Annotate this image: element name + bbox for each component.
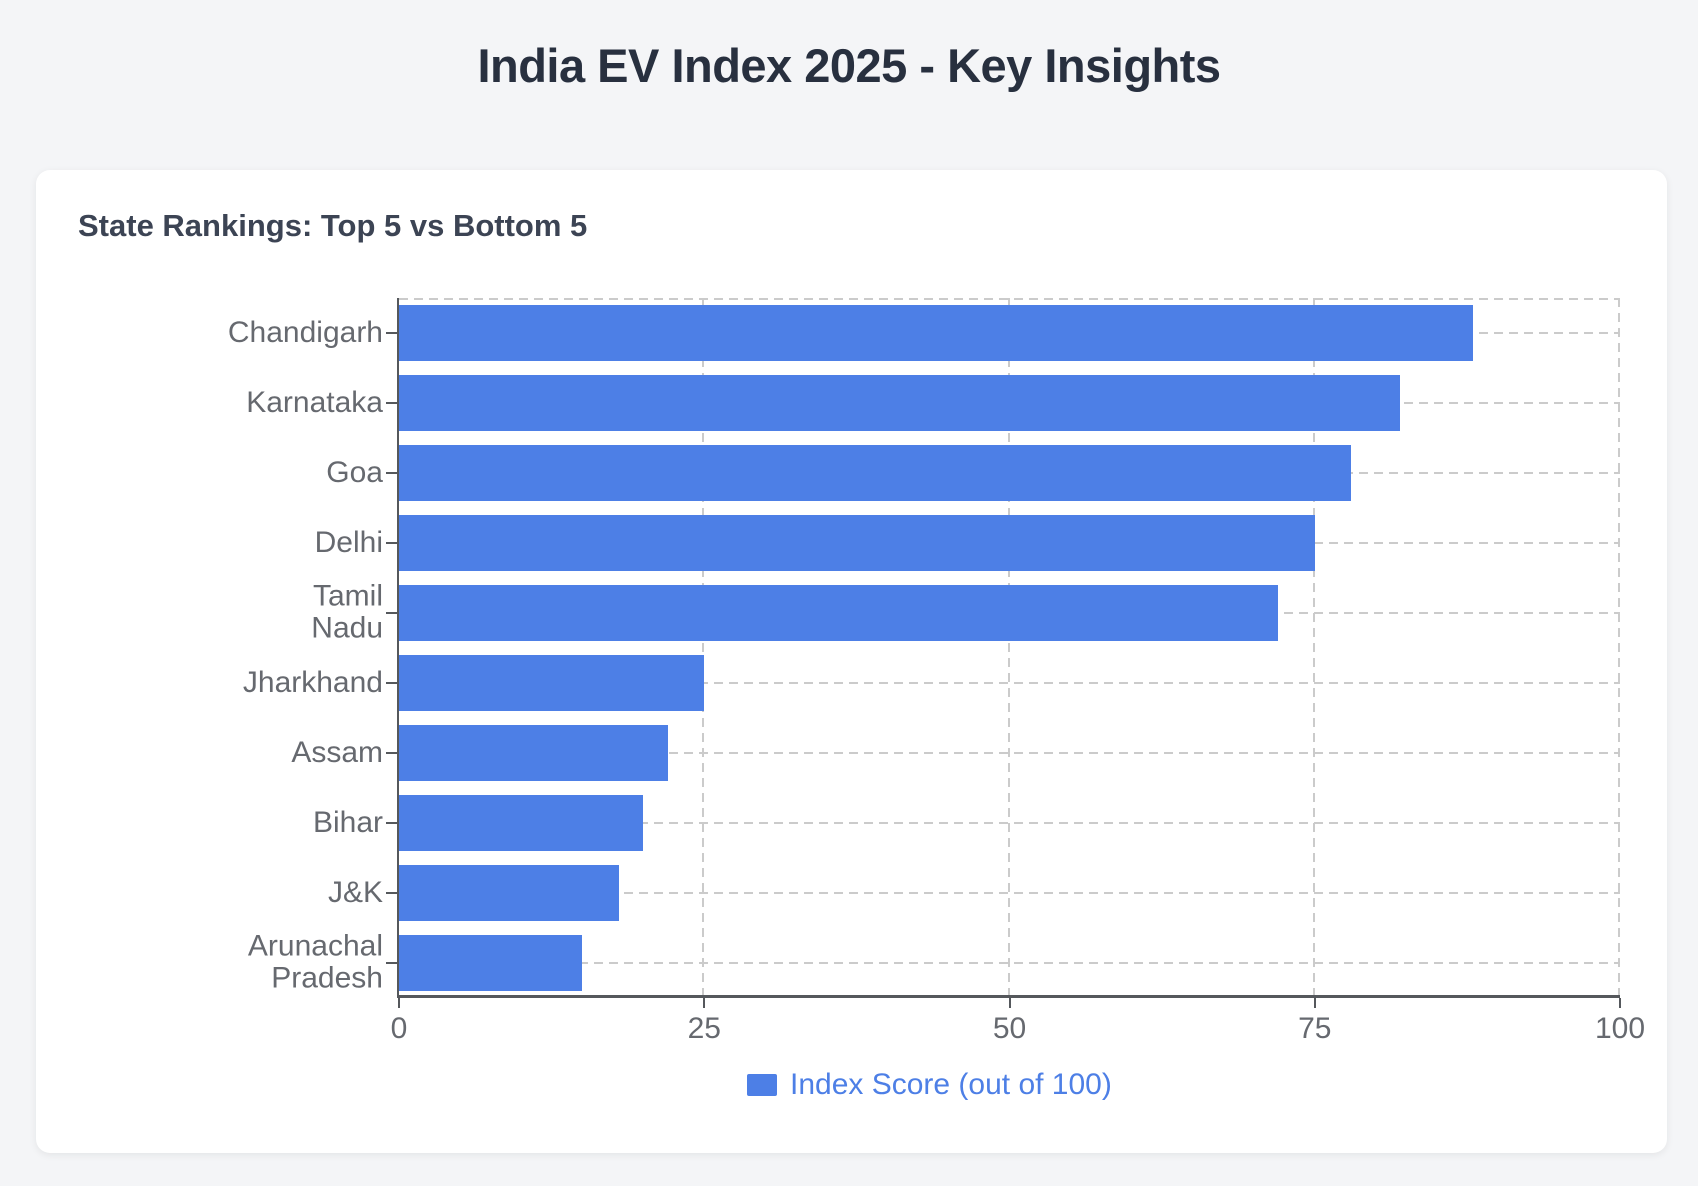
gridline-row bbox=[399, 892, 1620, 894]
bar-chandigarh[interactable] bbox=[399, 305, 1474, 361]
x-tick-50 bbox=[1008, 998, 1011, 1008]
gridline-row bbox=[399, 962, 1620, 964]
x-axis-label: 75 bbox=[1298, 1012, 1332, 1045]
gridline-x-75 bbox=[1312, 298, 1315, 998]
y-axis-label-j-k: J&K bbox=[327, 875, 383, 909]
y-axis-label-chandigarh: Chandigarh bbox=[227, 315, 383, 349]
y-axis-label-arunachal-pradesh: Arunachal Pradesh bbox=[247, 929, 383, 995]
x-axis-label: 100 bbox=[1594, 1012, 1646, 1045]
x-tick-100 bbox=[1619, 998, 1621, 1008]
bar-arunachal-pradesh[interactable] bbox=[399, 935, 583, 991]
x-axis-line bbox=[397, 995, 1620, 998]
bar-delhi[interactable] bbox=[399, 515, 1315, 571]
x-axis: 0 25 50 75 100 bbox=[391, 998, 1645, 1058]
x-axis-label: 50 bbox=[992, 1012, 1027, 1045]
y-axis-labels: Chandigarh Karnataka Goa Delhi Tamil Nadu Jha… bbox=[36, 298, 383, 998]
x-tick-75 bbox=[1313, 998, 1316, 1008]
y-tick bbox=[386, 751, 397, 754]
bar-goa[interactable] bbox=[399, 445, 1352, 501]
gridline-row bbox=[399, 682, 1620, 684]
y-axis-label-goa: Goa bbox=[326, 455, 383, 489]
y-axis-label-assam: Assam bbox=[291, 735, 383, 769]
y-tick bbox=[386, 682, 397, 684]
bar-karnataka[interactable] bbox=[399, 375, 1401, 431]
bar-bihar[interactable] bbox=[399, 795, 644, 851]
y-tick bbox=[386, 542, 397, 544]
chart-card: State Rankings: Top 5 vs Bottom 5 Chandi… bbox=[36, 170, 1667, 1153]
gridline-row bbox=[399, 751, 1620, 754]
bar-jharkhand[interactable] bbox=[399, 655, 705, 711]
plot-area bbox=[386, 298, 1620, 998]
page-title: India EV Index 2025 - Key Insights bbox=[477, 39, 1221, 92]
legend-item[interactable]: Index Score (out of 100) bbox=[747, 1068, 1112, 1102]
gridline-x-25 bbox=[702, 298, 705, 998]
y-tick bbox=[386, 472, 397, 474]
bar-j-k[interactable] bbox=[399, 865, 619, 921]
bar-assam[interactable] bbox=[399, 724, 668, 781]
legend-swatch-icon bbox=[747, 1074, 777, 1096]
y-axis-label-tamil-nadu: Tamil Nadu bbox=[311, 579, 383, 645]
y-axis-label-jharkhand: Jharkhand bbox=[242, 665, 383, 699]
y-tick bbox=[386, 962, 397, 964]
gridline-row bbox=[399, 822, 1620, 824]
y-tick bbox=[386, 892, 397, 894]
chart-title: State Rankings: Top 5 vs Bottom 5 bbox=[78, 208, 588, 243]
gridline-x-100 bbox=[1618, 298, 1620, 998]
gridline-x-50 bbox=[1007, 298, 1010, 998]
y-axis-label-karnataka: Karnataka bbox=[246, 385, 383, 419]
y-tick bbox=[386, 332, 397, 334]
y-tick bbox=[386, 402, 397, 404]
y-axis-line bbox=[397, 298, 399, 998]
x-tick-25 bbox=[703, 998, 706, 1008]
x-axis-label: 25 bbox=[687, 1012, 721, 1045]
x-tick-0 bbox=[398, 998, 400, 1008]
bar-tamil-nadu[interactable] bbox=[399, 585, 1279, 641]
legend-label: Index Score (out of 100) bbox=[790, 1068, 1112, 1101]
plot-top-border bbox=[399, 298, 1620, 300]
y-tick bbox=[386, 822, 397, 824]
x-axis-label: 0 bbox=[390, 1012, 408, 1045]
y-axis-label-delhi: Delhi bbox=[314, 525, 383, 559]
y-axis-label-bihar: Bihar bbox=[312, 805, 383, 839]
y-tick bbox=[386, 612, 397, 614]
